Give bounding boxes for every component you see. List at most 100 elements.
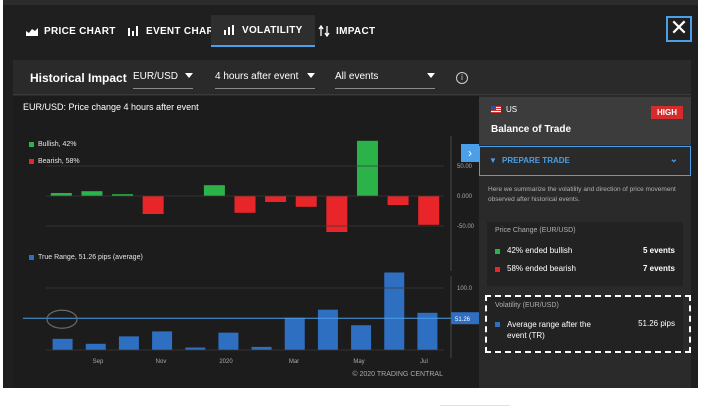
expand-panel-button[interactable]: › [461,144,479,162]
legend-range: True Range, 51.26 pips (average) [29,254,143,261]
bearish-swatch [495,267,500,272]
x-tick-label: May [353,359,364,365]
importance-badge: HIGH [651,106,683,119]
range-bar [185,347,206,350]
bullish-bar [81,191,103,196]
funnel-icon: ▼ [489,156,497,165]
tab-label: VOLATILITY [242,24,303,36]
range-bar [284,317,305,350]
legend-bearish: Bearish, 58% [29,158,80,165]
price-change-title: Price Change (EUR/USD) [495,227,576,234]
volatility-title: Volatility (EUR/USD) [495,302,559,309]
pair-select-value: EUR/USD [133,71,179,82]
bullish-value: 5 events [642,246,675,255]
chevron-down-icon [307,73,315,78]
x-tick-label: Sep [93,359,104,365]
range-bar [152,331,173,350]
range-bar [351,325,372,350]
panel-title: Historical Impact [30,71,127,85]
time-window-value: 4 hours after event [215,71,299,82]
bearish-bar [265,196,287,202]
range-bar [52,338,73,350]
average-tag [451,312,479,325]
us-flag-icon [491,106,501,113]
range-bar [218,332,239,350]
bearish-bar [326,196,348,232]
range-bar [85,343,106,350]
legend-label: True Range, 51.26 pips (average) [38,254,143,261]
y-tick-label: 0.000 [457,194,473,200]
highlight-box [485,295,691,353]
legend-swatch [29,159,34,164]
pair-select[interactable]: EUR/USD [133,71,193,89]
volatility-dialog: PRICE CHART EVENT CHART VOLATILITY IMPAC… [3,0,698,388]
event-country: US [506,105,518,114]
bullish-row: 42% ended bullish 5 events [495,246,675,258]
area-chart-icon [26,28,38,36]
chevron-right-icon: › [468,146,472,160]
volatility-icon [224,25,234,35]
info-icon[interactable]: i [456,72,468,84]
bullish-label: 42% ended bullish [507,246,573,255]
chevron-down-icon: ⌄ [669,154,678,165]
legend-bullish: Bullish, 42% [29,141,77,148]
bearish-bar [142,196,164,214]
x-tick-label: 2020 [219,359,233,365]
range-swatch [495,322,500,327]
bearish-bar [234,196,256,213]
bar-chart-icon [128,26,138,36]
tab-label: IMPACT [336,25,376,37]
price-change-card: Price Change (EUR/USD) 42% ended bullish… [487,222,683,286]
bullish-bar [112,194,134,196]
bullish-swatch [495,249,500,254]
chart-title: EUR/USD: Price change 4 hours after even… [23,102,199,112]
range-bar [384,272,405,350]
tab-event-chart[interactable]: EVENT CHART [121,15,226,47]
prepare-trade-button[interactable]: ▼ PREPARE TRADE ⌄ [479,146,691,176]
close-icon: ✕ [669,15,689,40]
volatility-card: Volatility (EUR/USD) Average range after… [487,297,683,353]
bearish-bar [295,196,317,207]
avg-range-row: Average range after the event (TR) 51.26… [495,319,675,343]
select-underline [133,88,193,89]
x-tick-label: Jul [420,359,428,365]
legend-swatch [29,142,34,147]
range-bar [317,309,338,350]
watermark-logo [46,309,78,329]
select-underline [335,88,435,89]
historical-impact-panel: Historical Impact EUR/USD 4 hours after … [13,60,691,388]
chart-canvas: 51.26 -50.00 0.000 50.00 100.0 Sep Nov 2020 Mar… [23,136,479,378]
y-tick-label: -50.00 [457,224,475,230]
average-label: 51.26 [455,317,471,323]
bearish-row: 58% ended bearish 7 events [495,264,675,276]
avg-range-value: 51.26 pips [638,319,675,328]
tab-impact[interactable]: IMPACT [311,15,381,47]
close-button[interactable]: ✕ [666,16,692,42]
tab-volatility[interactable]: VOLATILITY [211,15,315,47]
prepare-trade-label: PREPARE TRADE [502,156,570,165]
select-underline [215,88,315,89]
panel-header: Historical Impact EUR/USD 4 hours after … [13,60,691,95]
y-tick-label: 100.0 [457,286,473,292]
bearish-bar [387,196,409,205]
y-tick-label: 50.00 [457,164,473,170]
tab-price-chart[interactable]: PRICE CHART [19,15,122,47]
tab-label: PRICE CHART [44,25,116,37]
x-tick-label: Nov [156,359,167,365]
chevron-down-icon [185,73,193,78]
time-window-select[interactable]: 4 hours after event [215,71,315,89]
bearish-value: 7 events [642,264,675,273]
volatility-chart: EUR/USD: Price change 4 hours after even… [13,96,479,388]
tab-bar: PRICE CHART EVENT CHART VOLATILITY IMPAC… [3,15,698,47]
event-side-panel: US Balance of Trade HIGH ▼ PREPARE TRADE… [479,97,691,388]
bullish-bar [356,140,378,196]
range-bar [118,336,139,350]
event-filter-select[interactable]: All events [335,71,435,89]
bullish-bar [203,185,225,196]
event-name: Balance of Trade [491,124,572,135]
tab-label: EVENT CHART [146,25,221,37]
legend-label: Bearish, 58% [38,158,80,165]
bullish-bar [50,193,72,196]
bearish-bar [418,196,440,225]
range-bar [251,346,272,350]
